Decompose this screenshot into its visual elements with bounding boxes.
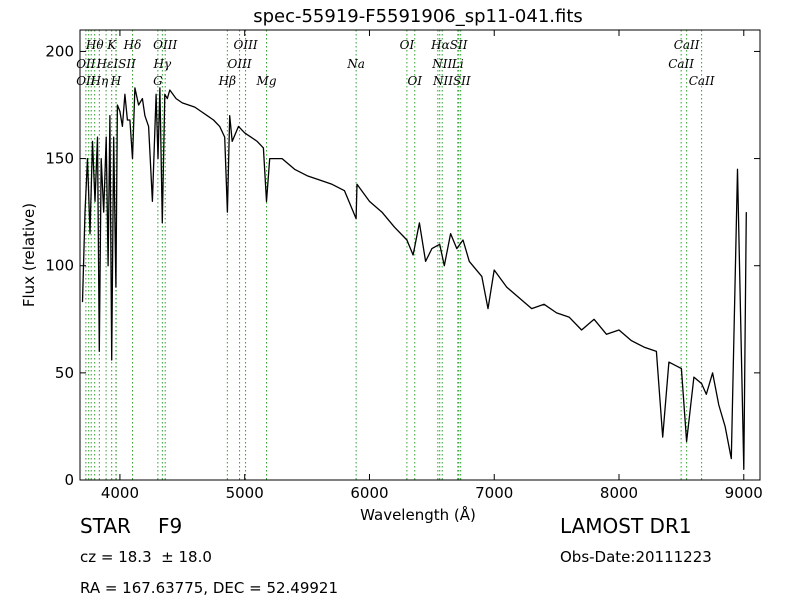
x-tick-label: 9000 [725, 484, 763, 502]
annotation-label: OII [76, 57, 96, 71]
annotation-label: NIISII [432, 74, 471, 88]
obs-date: Obs-Date:20111223 [560, 548, 712, 566]
x-tick-label: 6000 [350, 484, 388, 502]
annotation-label: H [110, 74, 122, 88]
coordinates: RA = 167.63775, DEC = 52.49921 [80, 579, 339, 597]
annotation-label: G [153, 74, 163, 88]
annotation-label: Hθ [85, 38, 104, 52]
annotation-label: Mg [256, 74, 277, 88]
annotation-label: CaII [689, 74, 715, 88]
annotation-label: HεISII [96, 57, 137, 71]
annotation-label: NII [431, 57, 452, 71]
annotation-label: Hη [90, 74, 109, 88]
annotation-label: OI [407, 74, 422, 88]
subclass: F9 [158, 514, 183, 538]
annotation-label: CaII [668, 57, 694, 71]
x-tick-label: 8000 [600, 484, 638, 502]
cz-value: cz = 18.3 ± 18.0 [80, 548, 212, 566]
spectrum-line [81, 87, 747, 470]
y-tick-label: 0 [64, 471, 74, 489]
annotation-label: Hβ [218, 74, 236, 88]
object-type: STAR [80, 514, 131, 538]
y-tick-label: 200 [45, 42, 74, 60]
survey-name: LAMOST DR1 [560, 514, 692, 538]
x-tick-label: 5000 [226, 484, 264, 502]
annotation-label: OIII [234, 38, 258, 52]
axes: 4000 5000 6000 7000 8000 9000 0 50 100 150 200 [45, 29, 763, 502]
annotation-label: Hδ [123, 38, 142, 52]
annotation-label: K [106, 38, 117, 52]
plot-frame [79, 29, 761, 481]
annotation-label: Hγ [153, 57, 172, 71]
annotation-label: Li [451, 57, 464, 71]
chart-title: spec-55919-F5591906_sp11-041.fits [253, 6, 583, 27]
y-tick-label: 100 [45, 257, 74, 275]
annotation-label: OII [76, 74, 96, 88]
y-tick-label: 50 [55, 364, 74, 382]
y-axis-label: Flux (relative) [20, 203, 38, 307]
annotation-label: HαSII [430, 38, 468, 52]
annotation-label: OIII [228, 57, 252, 71]
x-tick-label: 4000 [101, 484, 139, 502]
annotation-label: OI [400, 38, 415, 52]
x-tick-label: 7000 [475, 484, 513, 502]
y-tick-label: 150 [45, 150, 74, 168]
line-markers [85, 30, 703, 480]
annotation-label: CaII [674, 38, 700, 52]
annotation-label: Na [346, 57, 365, 71]
x-axis-label: Wavelength (Å) [360, 505, 476, 524]
annotation-label: OIII [153, 38, 177, 52]
spectrum-series [81, 87, 747, 470]
